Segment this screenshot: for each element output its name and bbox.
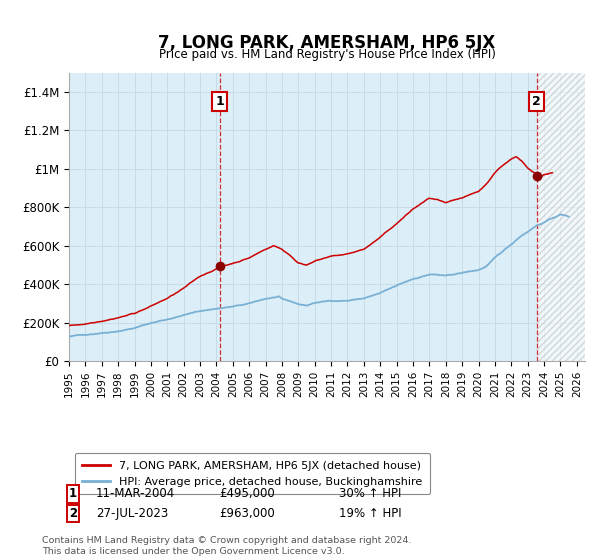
Text: 27-JUL-2023: 27-JUL-2023 [96,507,168,520]
Text: £963,000: £963,000 [219,507,275,520]
Bar [536,73,585,361]
Text: Contains HM Land Registry data © Crown copyright and database right 2024.
This d: Contains HM Land Registry data © Crown c… [42,536,412,556]
Text: 19% ↑ HPI: 19% ↑ HPI [339,507,401,520]
Text: £495,000: £495,000 [219,487,275,501]
Text: Price paid vs. HM Land Registry's House Price Index (HPI): Price paid vs. HM Land Registry's House … [158,48,496,61]
Title: 7, LONG PARK, AMERSHAM, HP6 5JX: 7, LONG PARK, AMERSHAM, HP6 5JX [158,34,496,52]
Text: 2: 2 [532,95,541,108]
Text: 1: 1 [215,95,224,108]
Text: 1: 1 [69,487,77,501]
Text: 30% ↑ HPI: 30% ↑ HPI [339,487,401,501]
Text: 11-MAR-2004: 11-MAR-2004 [96,487,175,501]
Legend: 7, LONG PARK, AMERSHAM, HP6 5JX (detached house), HPI: Average price, detached h: 7, LONG PARK, AMERSHAM, HP6 5JX (detache… [74,453,430,494]
Text: 2: 2 [69,507,77,520]
